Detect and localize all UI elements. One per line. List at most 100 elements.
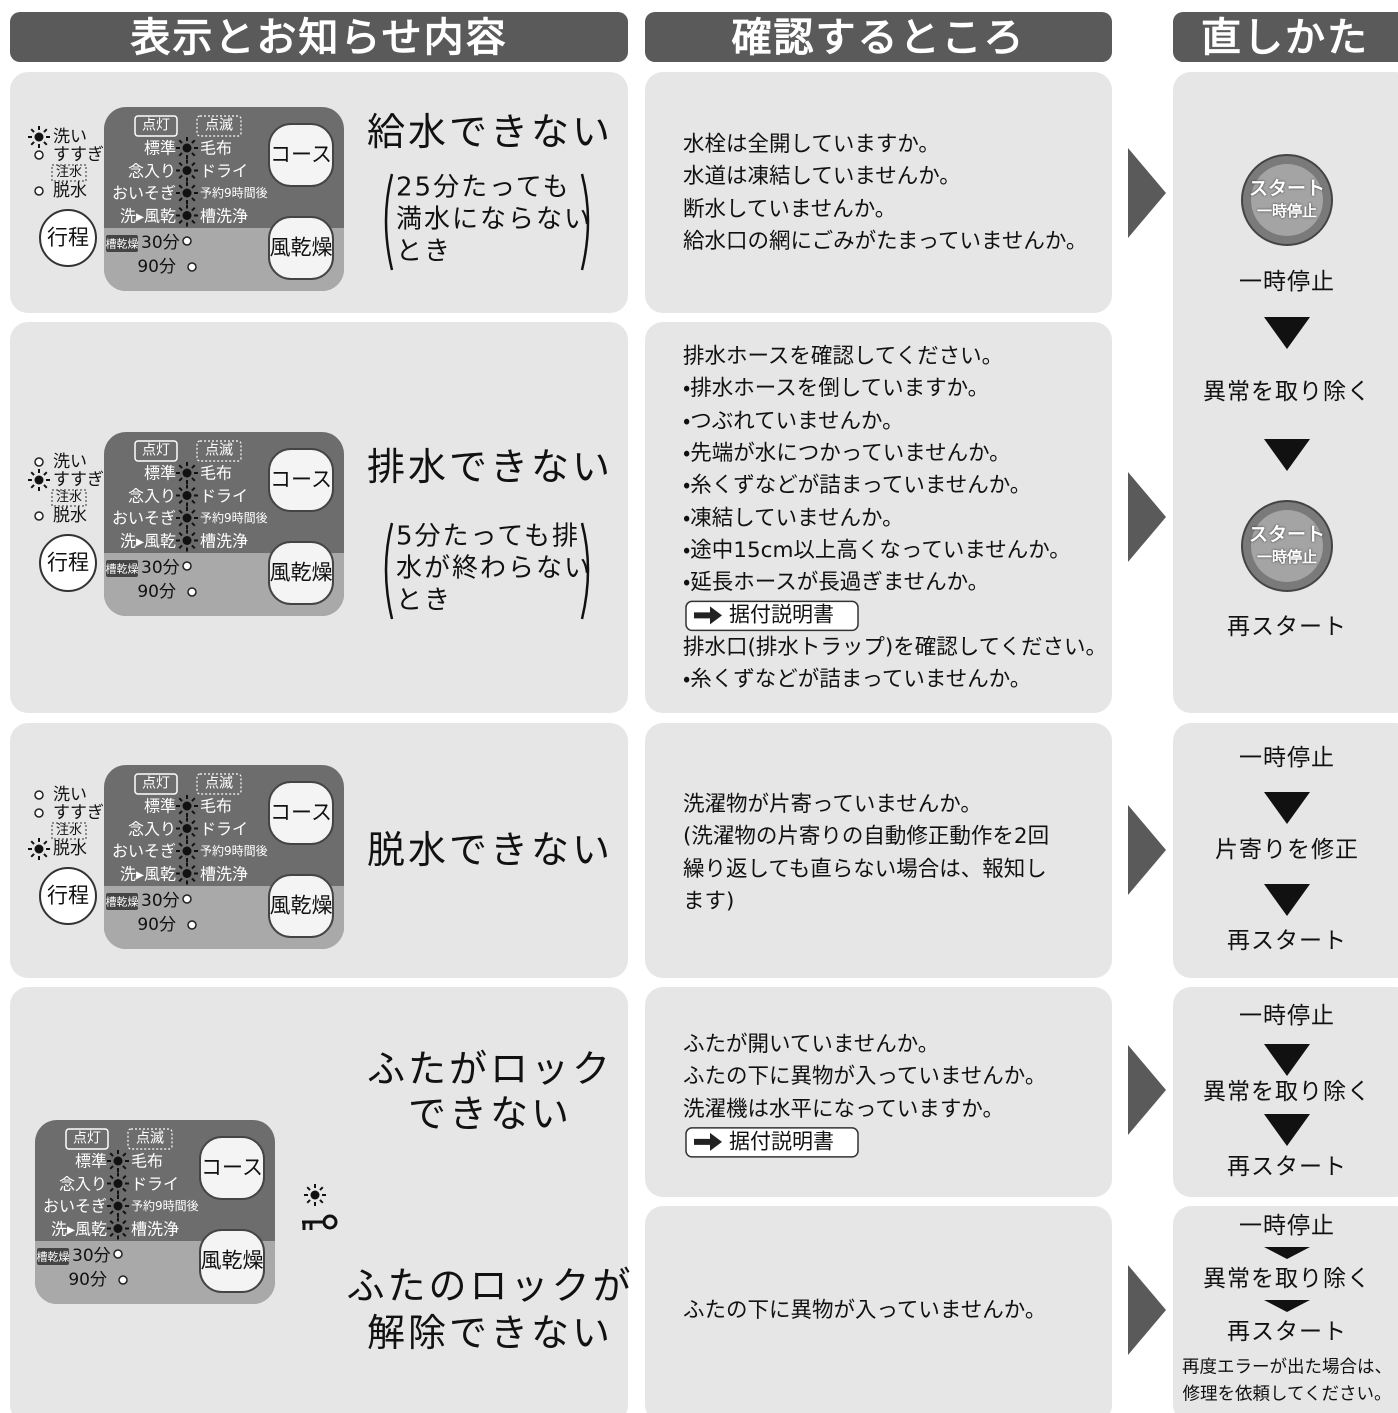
panel-button-label: 行程 [47, 550, 89, 575]
panel-label: 点滅 [205, 117, 233, 134]
error-title: できない [407, 1092, 573, 1137]
process-button [39, 867, 97, 925]
header-bar [1173, 12, 1398, 62]
check-text: ・糸くずなどが詰まっていませんか。 [683, 667, 1032, 693]
indicator-label: すすぎ [53, 469, 104, 490]
blink-ray [178, 855, 183, 860]
indicator [34, 790, 44, 800]
indicator-label: すすぎ [53, 144, 104, 165]
indicator [34, 186, 44, 196]
check-text: 断水していませんか。 [683, 196, 897, 222]
panel-label: ドライ [131, 1173, 180, 1193]
arrow [1128, 805, 1166, 895]
check-text: (洗濯物の片寄りの自動修正動作を2回 [683, 824, 1050, 850]
panel-label: 念入り [127, 160, 176, 180]
check-box [645, 1206, 1112, 1413]
check-text: ・糸くずなどが詰まっていませんか。 [683, 473, 1032, 499]
bracket [580, 522, 590, 620]
bracket [580, 173, 590, 271]
blink-ray [109, 1187, 114, 1192]
panel-button [268, 874, 334, 938]
blink-indicator [182, 211, 192, 220]
indicator [187, 920, 197, 930]
blink-ray [30, 141, 35, 146]
blink-indicator [182, 869, 192, 878]
panel-label: 念入り [127, 818, 176, 838]
panel-label: ドライ [200, 485, 249, 505]
blink-ray [43, 128, 48, 133]
blink-indicator [113, 1156, 123, 1166]
arrow [1128, 1265, 1166, 1355]
blink-ray [191, 522, 196, 527]
panel-label: 標準 [143, 463, 176, 483]
panel-label: 槽洗浄 [200, 205, 249, 225]
display-box [10, 987, 628, 1413]
blink-indicator [113, 1179, 123, 1188]
header-title: 直しかた [1201, 15, 1369, 61]
blink-ray [30, 484, 35, 489]
blink-ray [191, 174, 196, 179]
start-button-face [1251, 510, 1323, 582]
panel-label: 30分 [141, 557, 180, 578]
arrow [1128, 472, 1166, 562]
blink-ray [30, 840, 35, 845]
blink-box [127, 1128, 173, 1150]
lock-key [302, 1220, 324, 1230]
panel-label: 槽乾燥 [105, 561, 139, 575]
indicator [182, 894, 192, 904]
blink-indicator [182, 491, 192, 500]
header-bar [10, 12, 628, 62]
reference-box [685, 600, 859, 632]
panel-label: 毛布 [200, 796, 233, 816]
check-text: 繰り返しても直らない場合は、報知し [683, 856, 1047, 882]
panel-label: 洗▸風乾 [119, 863, 176, 883]
check-text: 排水ホースを確認してください。 [683, 344, 1004, 370]
water-fill-box [51, 164, 87, 182]
panel-label: 槽乾燥 [36, 1249, 70, 1263]
remedy-step: 一時停止 [1239, 745, 1335, 772]
check-text: ・先端が水につかっていませんか。 [683, 440, 1011, 466]
process-button [39, 534, 97, 592]
panel-button [199, 1136, 265, 1200]
blink-ray [191, 855, 196, 860]
blink-ray [122, 1220, 127, 1225]
blink-ray [178, 162, 183, 167]
error-title: ふたのロックが [346, 1264, 634, 1309]
blink-ray [191, 139, 196, 144]
remedy-box [1173, 72, 1398, 713]
panel-button-label: コース [270, 142, 332, 167]
panel-label: 90分 [68, 1269, 107, 1290]
check-text: ・凍結していませんか。 [683, 505, 904, 531]
panel-button [199, 1229, 265, 1293]
remedy-step: 一時停止 [1239, 1213, 1335, 1240]
check-text: ・途中15cm以上高くなっていませんか。 [683, 537, 1071, 563]
blink-indicator [182, 536, 192, 545]
bracket [384, 522, 394, 620]
panel-label: 洗▸風乾 [119, 530, 176, 550]
blink-ray [122, 1165, 127, 1170]
blink-ray [178, 832, 183, 837]
blink-ray [30, 853, 35, 858]
indicator [34, 457, 44, 467]
check-text: 排水口(排水トラップ)を確認してください。 [683, 634, 1107, 660]
indicator-label: 脱水 [53, 180, 87, 201]
check-text: 給水口の網にごみがたまっていませんか。 [683, 228, 1088, 254]
blink-box [196, 440, 242, 462]
blink-ray [43, 840, 48, 845]
blink-ray [178, 522, 183, 527]
blink-ray [191, 162, 196, 167]
error-note: 満水にならない [396, 204, 593, 235]
water-fill-box [51, 489, 87, 507]
panel-button-label: 行程 [47, 883, 89, 908]
blink-ray [178, 477, 183, 482]
check-text: ふたの下に異物が入っていませんか。 [683, 1064, 1047, 1090]
blink-ray [191, 797, 196, 802]
panel-label: 槽洗浄 [200, 530, 249, 550]
error-title: 解除できない [366, 1311, 614, 1356]
check-text: ・排水ホースを倒していますか。 [683, 376, 990, 402]
process-button [39, 209, 97, 267]
blink-ray [178, 532, 183, 537]
bracket [384, 173, 394, 271]
tub-dry-box [37, 1248, 69, 1265]
